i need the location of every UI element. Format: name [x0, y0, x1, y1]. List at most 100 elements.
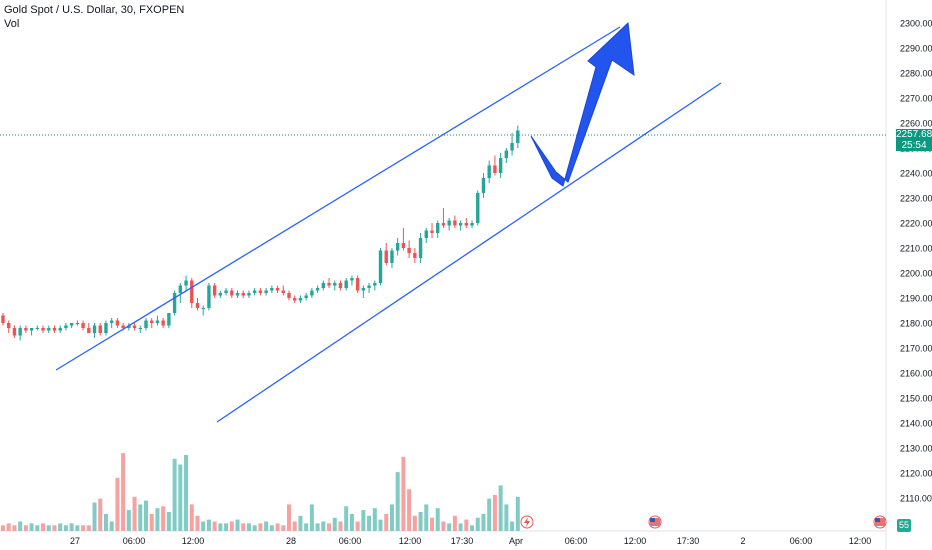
candle [138, 325, 142, 333]
price-tick-label: 2120.00 [900, 469, 932, 479]
symbol-title[interactable]: Gold Spot / U.S. Dollar, 30, FXOPEN [4, 4, 185, 16]
volume-bar [378, 519, 383, 531]
price-tick-label: 2180.00 [900, 319, 932, 329]
candle [24, 325, 28, 333]
volume-bar [315, 523, 320, 531]
volume-bar [252, 525, 257, 531]
channel-lower-line[interactable] [216, 82, 722, 423]
bar-countdown: 25:54 [901, 140, 927, 151]
volume-bar [355, 521, 360, 531]
volume-bar [41, 523, 46, 531]
volume-bar [138, 504, 143, 531]
candle [453, 215, 457, 228]
candle [224, 288, 228, 296]
volume-bar [510, 521, 515, 531]
us-flag-icon[interactable] [873, 515, 887, 529]
chart-legend: Gold Spot / U.S. Dollar, 30, FXOPEN Vol [4, 3, 184, 31]
price-tick-label: 2280.00 [900, 69, 932, 79]
volume-bar [344, 506, 349, 531]
candle [498, 153, 503, 178]
volume-bar [304, 523, 309, 531]
volume-bar [372, 508, 377, 531]
candle [293, 295, 297, 303]
candle [264, 288, 268, 296]
volume-bar [481, 513, 486, 531]
last-price-badge: 2257.68 25:54 [896, 129, 932, 151]
volume-bar [155, 508, 160, 531]
volume-bar [275, 523, 280, 531]
volume-bar [464, 519, 469, 531]
volume-bar [241, 523, 246, 531]
volume-bar [126, 510, 131, 531]
volume-bar [212, 521, 217, 531]
volume-label[interactable]: Vol [4, 18, 20, 30]
volume-bar [395, 472, 400, 531]
price-axis[interactable]: 2300.002290.002280.002270.002260.002250.… [900, 19, 932, 504]
forecast-arrow[interactable] [530, 21, 635, 187]
volume-bar [504, 504, 509, 531]
volume-bar [224, 523, 229, 531]
candle [247, 290, 251, 298]
candle [504, 148, 509, 163]
volume-bar [1, 525, 5, 531]
price-tick-label: 2160.00 [900, 369, 932, 379]
candle [516, 125, 520, 148]
volume-bar [435, 508, 440, 531]
candle [7, 320, 11, 333]
candle [275, 285, 280, 293]
us-flag-icon[interactable] [648, 515, 662, 529]
volume-bar [206, 519, 211, 531]
candle [75, 320, 80, 326]
volume-bar [246, 523, 251, 531]
candle [424, 228, 428, 243]
candle [212, 283, 217, 298]
dividend-lightning-icon[interactable] [520, 515, 534, 529]
time-tick-label: 12:00 [624, 536, 647, 546]
volume-bars [1, 453, 520, 531]
volume-bar [98, 498, 103, 531]
volume-bar [321, 521, 326, 531]
volume-bar [218, 523, 223, 531]
time-tick-label: 27 [70, 536, 80, 546]
volume-bar [149, 513, 154, 531]
candle [338, 280, 343, 291]
price-tick-label: 2230.00 [900, 194, 932, 204]
price-tick-label: 2260.00 [900, 119, 932, 129]
time-tick-label: Apr [509, 536, 523, 546]
candle [64, 323, 68, 331]
time-tick-label: 12:00 [399, 536, 422, 546]
candle [401, 228, 406, 251]
candle [310, 288, 314, 298]
candle [127, 323, 131, 331]
time-tick-label: 17:30 [677, 536, 700, 546]
time-axis[interactable]: 27 06:00 12:00 28 06:00 12:00 17:30 Apr 06:00 12:… [70, 536, 871, 546]
candle [230, 288, 234, 298]
candle [413, 248, 417, 263]
channel-upper-line[interactable] [55, 26, 621, 371]
time-tick-label: 28 [286, 536, 296, 546]
candle [258, 288, 263, 296]
volume-bar [46, 525, 51, 531]
time-tick-label: 12:00 [182, 536, 205, 546]
candle [315, 285, 320, 293]
candle [184, 275, 188, 291]
candle [172, 290, 177, 316]
candle [304, 293, 308, 301]
candle [29, 328, 34, 336]
candle [241, 290, 245, 298]
candle [81, 320, 85, 331]
volume-bar [361, 510, 366, 531]
candle [418, 233, 423, 263]
volume-bar [492, 494, 497, 531]
volume-bar [178, 464, 183, 531]
candle [87, 323, 91, 333]
candles [1, 125, 520, 341]
volume-bar [349, 513, 354, 531]
candle [355, 275, 360, 293]
volume-bar [201, 521, 206, 531]
volume-bar [69, 523, 74, 531]
time-tick-label: 06:00 [790, 536, 813, 546]
candle [464, 218, 469, 228]
volume-bar [287, 504, 291, 531]
